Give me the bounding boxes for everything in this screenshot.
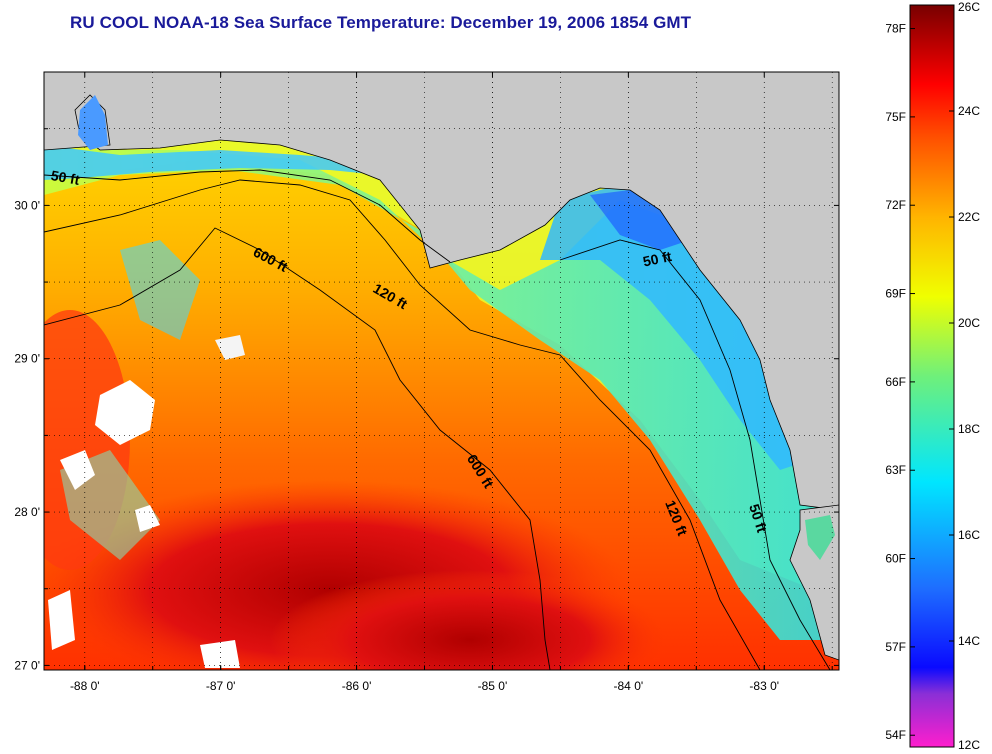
colorbar-label-c: 20C <box>958 316 980 330</box>
map-title: RU COOL NOAA-18 Sea Surface Temperature:… <box>70 13 692 32</box>
colorbar-gradient <box>909 4 955 748</box>
contour-120ft <box>44 179 761 670</box>
lon-tick-label: -86 0' <box>342 679 372 693</box>
colorbar-label-c: 16C <box>958 528 980 542</box>
cloud-mask <box>48 335 245 668</box>
land <box>44 72 839 661</box>
plot-frame <box>43 71 840 671</box>
contour-50ft-east <box>559 239 831 670</box>
lat-tick-label: 29 0' <box>14 352 40 366</box>
lon-tick-label: -83 0' <box>749 679 779 693</box>
colorbar-label-c: 14C <box>958 634 980 648</box>
contour-label: 50 ft <box>641 248 673 270</box>
colorbar-label-c: 12C <box>958 738 980 752</box>
lon-axis: -88 0' -87 0' -86 0' -85 0' -84 0' -83 0' <box>70 72 833 693</box>
contour-label: 50 ft <box>50 167 81 188</box>
contour-600ft <box>44 227 551 670</box>
colorbar-label-f: 66F <box>885 375 906 389</box>
lat-tick-label: 30 0' <box>14 198 40 212</box>
colorbar-label-c: 18C <box>958 422 980 436</box>
colorbar-label-f: 69F <box>885 287 906 301</box>
colorbar-label-c: 22C <box>958 210 980 224</box>
bathymetry-contours <box>44 169 831 670</box>
colorbar-label-f: 78F <box>885 22 906 36</box>
colorbar-label-f: 60F <box>885 552 906 566</box>
lon-tick-label: -84 0' <box>614 679 644 693</box>
colorbar-label-f: 57F <box>885 640 906 654</box>
colorbar-label-f: 54F <box>885 728 906 742</box>
colorbar-label-f: 72F <box>885 198 906 212</box>
lat-axis: 27 0' 28 0' 29 0' 30 0' <box>14 128 839 672</box>
contour-50ft-west <box>44 169 451 263</box>
colorbar-label-c: 26C <box>958 0 980 14</box>
colorbar-label-c: 24C <box>958 104 980 118</box>
lat-tick-label: 28 0' <box>14 505 40 519</box>
lon-tick-label: -88 0' <box>70 679 100 693</box>
lat-tick-label: 27 0' <box>14 658 40 672</box>
lon-tick-label: -87 0' <box>206 679 236 693</box>
lon-tick-label: -85 0' <box>478 679 508 693</box>
colorbar-label-f: 63F <box>885 463 906 477</box>
colorbar-label-f: 75F <box>885 110 906 124</box>
